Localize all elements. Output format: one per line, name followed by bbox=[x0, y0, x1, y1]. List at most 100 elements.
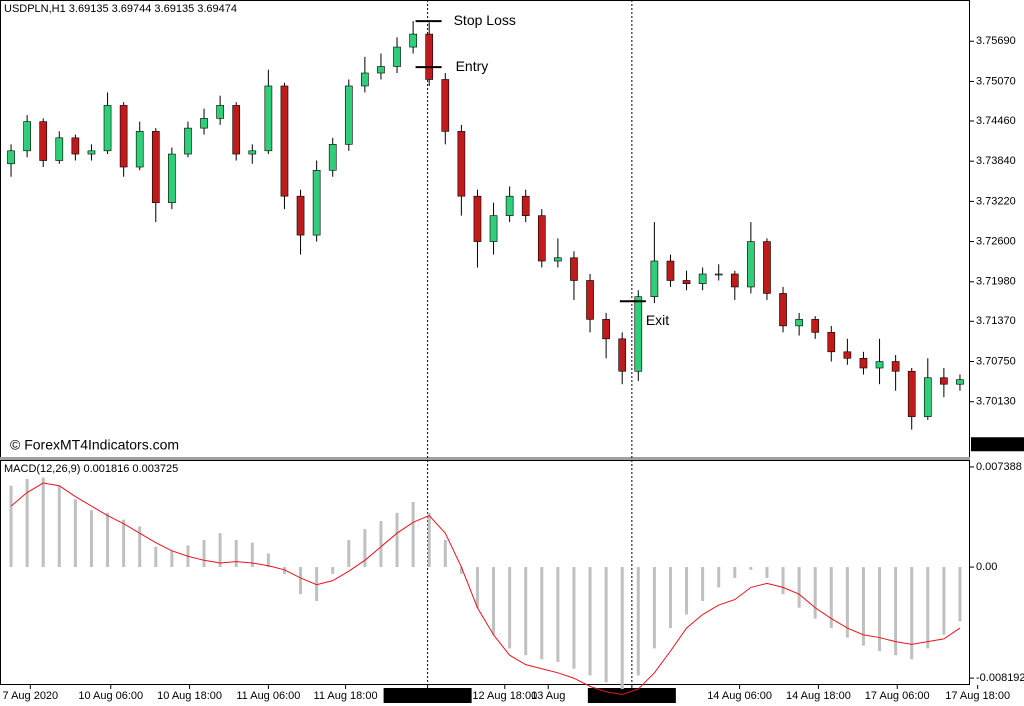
candle-body bbox=[779, 293, 787, 327]
candle-body bbox=[666, 260, 675, 281]
macd-bar bbox=[492, 567, 496, 635]
macd-bar bbox=[250, 542, 254, 568]
candle-body bbox=[698, 273, 707, 285]
candle-body bbox=[409, 33, 417, 48]
candle-body bbox=[425, 33, 434, 80]
y-tick-label: 3.70750 bbox=[976, 355, 1016, 367]
candle-body bbox=[71, 137, 80, 155]
candle-body bbox=[55, 137, 64, 161]
candle-body bbox=[650, 260, 659, 297]
macd-bar bbox=[315, 567, 319, 601]
annotation: Stop Loss bbox=[454, 12, 516, 28]
macd-bar bbox=[652, 567, 656, 649]
candle-body bbox=[923, 377, 932, 417]
candle-body bbox=[554, 257, 562, 262]
y-tick-label: 3.72600 bbox=[976, 235, 1016, 247]
candle-body bbox=[907, 370, 916, 417]
macd-bar bbox=[781, 567, 785, 595]
macd-bar bbox=[572, 567, 576, 669]
current-price: 3.69474 bbox=[976, 438, 1016, 450]
candle-body bbox=[956, 379, 964, 385]
macd-bar bbox=[540, 567, 544, 660]
macd-bar bbox=[266, 553, 270, 568]
macd-bar bbox=[202, 539, 206, 568]
macd-title: MACD(12,26,9) 0.001816 0.003725 bbox=[4, 463, 178, 475]
candle-body bbox=[505, 195, 514, 216]
candle-body bbox=[940, 377, 948, 385]
candle-body bbox=[682, 280, 691, 285]
candle-body bbox=[312, 169, 321, 236]
candle-body bbox=[119, 105, 128, 168]
x-tick-label: 10 Aug 18:00 bbox=[157, 690, 222, 702]
macd-bar bbox=[958, 567, 962, 622]
y-tick-label: 3.73840 bbox=[976, 155, 1016, 167]
macd-bar bbox=[556, 567, 560, 662]
candle-body bbox=[489, 215, 498, 242]
candle-body bbox=[280, 85, 289, 197]
macd-bar bbox=[894, 567, 898, 656]
macd-bar bbox=[138, 526, 142, 568]
candle-body bbox=[184, 127, 192, 155]
macd-bar bbox=[41, 477, 45, 568]
macd-bar bbox=[363, 529, 367, 568]
macd-bar bbox=[636, 567, 640, 676]
candle-body bbox=[39, 121, 48, 161]
candle-body bbox=[296, 195, 305, 236]
candle-body bbox=[618, 338, 627, 372]
macd-bar bbox=[459, 567, 463, 574]
candle-body bbox=[393, 46, 401, 67]
macd-bar bbox=[508, 567, 512, 649]
macd-bar bbox=[154, 546, 158, 568]
macd-bar bbox=[443, 539, 447, 568]
macd-bar bbox=[749, 567, 753, 570]
candle-body bbox=[377, 66, 385, 74]
x-tick-label: 11 Aug 18:00 bbox=[314, 690, 378, 702]
macd-bar bbox=[813, 567, 817, 619]
annotation: Entry bbox=[456, 58, 489, 74]
candle-body bbox=[7, 150, 15, 165]
candle-body bbox=[168, 153, 176, 203]
candle-body bbox=[23, 121, 31, 152]
candle-body bbox=[537, 215, 546, 262]
y-tick-label: 3.71370 bbox=[976, 315, 1016, 327]
candle-body bbox=[232, 105, 241, 155]
macd-bar bbox=[524, 567, 528, 656]
y-tick-label: 3.74460 bbox=[976, 115, 1016, 127]
y-tick-label: 3.75690 bbox=[976, 35, 1016, 47]
y-tick-label: 0.00 bbox=[976, 561, 997, 573]
candle-body bbox=[151, 131, 160, 203]
macd-bar bbox=[685, 567, 689, 615]
x-tick-label: 14 Aug 06:00 bbox=[707, 690, 772, 702]
macd-bar bbox=[604, 567, 608, 683]
macd-bar bbox=[829, 567, 833, 629]
signal-line bbox=[10, 482, 961, 696]
candle-body bbox=[827, 332, 836, 353]
panel-separator bbox=[0, 457, 970, 460]
macd-bar bbox=[620, 567, 624, 690]
candle-body bbox=[441, 79, 450, 132]
macd-bar bbox=[733, 567, 737, 578]
macd-bar bbox=[797, 567, 801, 608]
candle-body bbox=[586, 280, 594, 320]
candle-body bbox=[200, 118, 208, 129]
macd-bar bbox=[218, 533, 222, 568]
x-tick-label: 17 Aug 18:00 bbox=[945, 690, 1010, 702]
candle-body bbox=[730, 273, 739, 288]
candle-body bbox=[811, 319, 820, 333]
macd-bar bbox=[942, 567, 946, 635]
candle-body bbox=[473, 195, 482, 242]
macd-bar bbox=[910, 567, 914, 660]
current-price-box bbox=[971, 437, 1024, 452]
macd-bar bbox=[765, 567, 769, 578]
candle-body bbox=[875, 361, 884, 369]
macd-bar bbox=[395, 512, 399, 568]
y-tick-label: 3.70130 bbox=[976, 396, 1016, 408]
candle-body bbox=[859, 357, 868, 369]
y-tick-label: 3.73220 bbox=[976, 195, 1016, 207]
candle-body bbox=[891, 361, 900, 372]
candle-body bbox=[843, 351, 852, 359]
price-panel bbox=[0, 0, 970, 458]
macd-bar bbox=[845, 567, 849, 638]
macd-bar bbox=[347, 539, 351, 568]
